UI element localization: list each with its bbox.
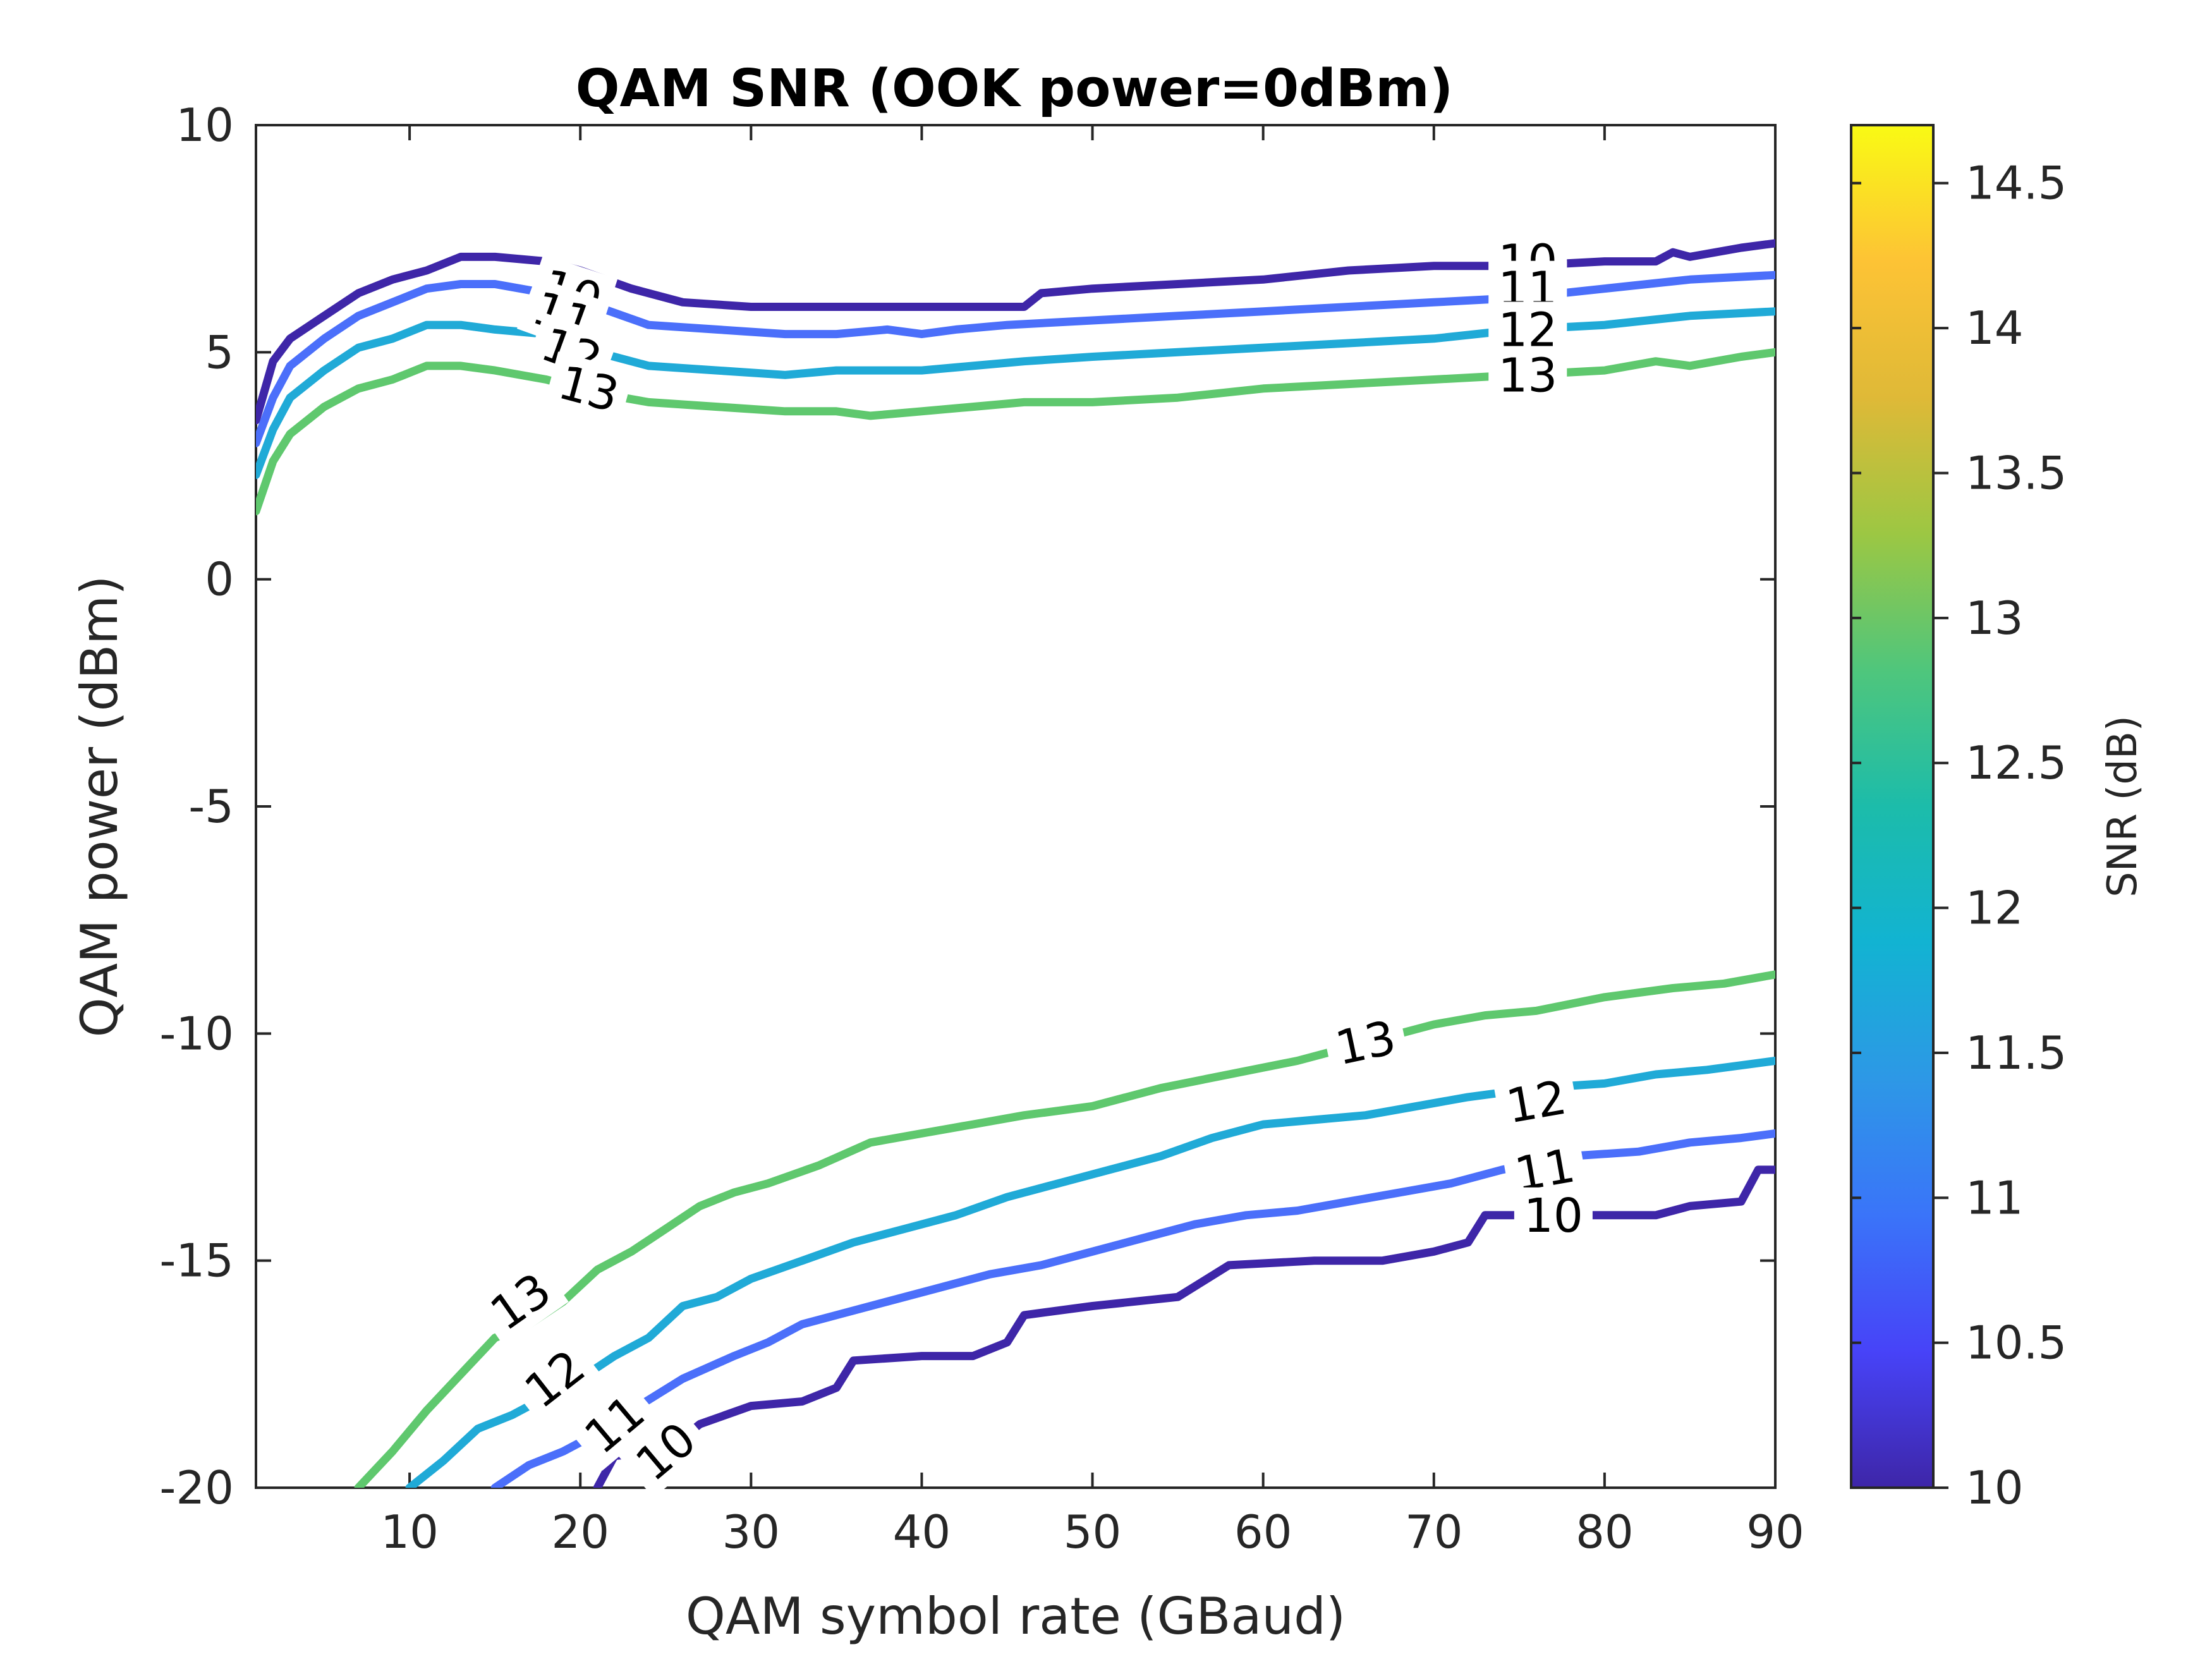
colorbar-tick-label: 12.5	[1966, 736, 2067, 789]
colorbar-tick-label: 14	[1966, 301, 2024, 355]
y-tick-label: 5	[205, 325, 234, 379]
colorbar: 10 10.5 11 11.5 12 12.5 13 13.5 14 14.5 SNR (dB)	[1850, 124, 2146, 1514]
colorbar-tick-label: 14.5	[1966, 157, 2067, 210]
colorbar-tick-label: 11.5	[1966, 1026, 2067, 1079]
contour-label-gap	[1488, 347, 1567, 403]
contour-line-10-upper	[256, 239, 1775, 425]
colorbar-tick-label: 11	[1966, 1171, 2024, 1224]
x-axis-label: QAM symbol rate (GBaud)	[686, 1587, 1346, 1646]
contour-label: 13	[1498, 348, 1557, 403]
contour-label: 12	[1502, 1071, 1571, 1134]
y-tick-label: -10	[159, 1007, 234, 1060]
x-tick-label: 50	[1064, 1505, 1122, 1559]
contour-label-gap	[566, 1377, 662, 1471]
contour-label: 10	[1524, 1189, 1583, 1243]
x-tick-label: 30	[722, 1505, 781, 1559]
colorbar-ticks: 10 10.5 11 11.5 12 12.5 13 13.5 14 14.5	[1851, 157, 2067, 1514]
contour-line-12-upper	[256, 307, 1775, 479]
contour-label-group: 12	[1493, 1067, 1580, 1136]
x-tick-label: 20	[551, 1505, 609, 1559]
colorbar-tick-label: 10.5	[1966, 1316, 2067, 1370]
colorbar-gradient	[1850, 124, 1935, 1489]
x-tick-label: 10	[380, 1505, 439, 1559]
y-axis-ticks: -20 -15 -10 -5 0 5 10	[159, 99, 1775, 1514]
colorbar-tick-label: 13.5	[1966, 446, 2067, 499]
contour-label: 13	[1331, 1011, 1401, 1076]
contour-label-group: 13	[1321, 1007, 1410, 1078]
colorbar-tick-label: 10	[1966, 1461, 2024, 1514]
x-tick-label: 60	[1234, 1505, 1292, 1559]
colorbar-tick-label: 13	[1966, 592, 2024, 645]
contour-line-11-upper	[256, 270, 1775, 447]
x-tick-label: 80	[1576, 1505, 1634, 1559]
contour-label-gap	[506, 1332, 603, 1425]
y-tick-label: 0	[205, 553, 234, 606]
contour-label-group: 13	[1488, 347, 1567, 403]
contour-label-gap	[1514, 1187, 1593, 1243]
chart-title: QAM SNR (OOK power=0dBm)	[576, 59, 1453, 119]
y-tick-label: 10	[176, 99, 234, 152]
contour-label-gap	[617, 1404, 714, 1498]
contour-label-gap	[1493, 1067, 1580, 1136]
x-axis-ticks: 10 20 30 40 50 60 70 80 90	[380, 125, 1804, 1559]
contour-line-10-lower	[593, 1165, 1775, 1488]
colorbar-label: SNR (dB)	[2100, 715, 2146, 897]
colorbar-tick-label: 12	[1966, 882, 2024, 935]
contour-labels: 10111213101112131312111013121110	[472, 233, 1593, 1498]
y-axis-label: QAM power (dBm)	[70, 576, 129, 1038]
contour-label-gap	[1501, 1135, 1588, 1204]
x-tick-label: 40	[893, 1505, 951, 1559]
y-tick-label: -15	[159, 1234, 234, 1287]
y-tick-label: -20	[159, 1461, 234, 1514]
y-tick-label: -5	[188, 780, 234, 833]
contour-label-group: 10	[1514, 1187, 1593, 1243]
contour-label-gap	[1321, 1007, 1410, 1078]
x-tick-label: 70	[1405, 1505, 1463, 1559]
contour-label-gap	[472, 1256, 569, 1347]
contour-label-gap	[544, 351, 634, 426]
x-tick-label: 90	[1746, 1505, 1804, 1559]
